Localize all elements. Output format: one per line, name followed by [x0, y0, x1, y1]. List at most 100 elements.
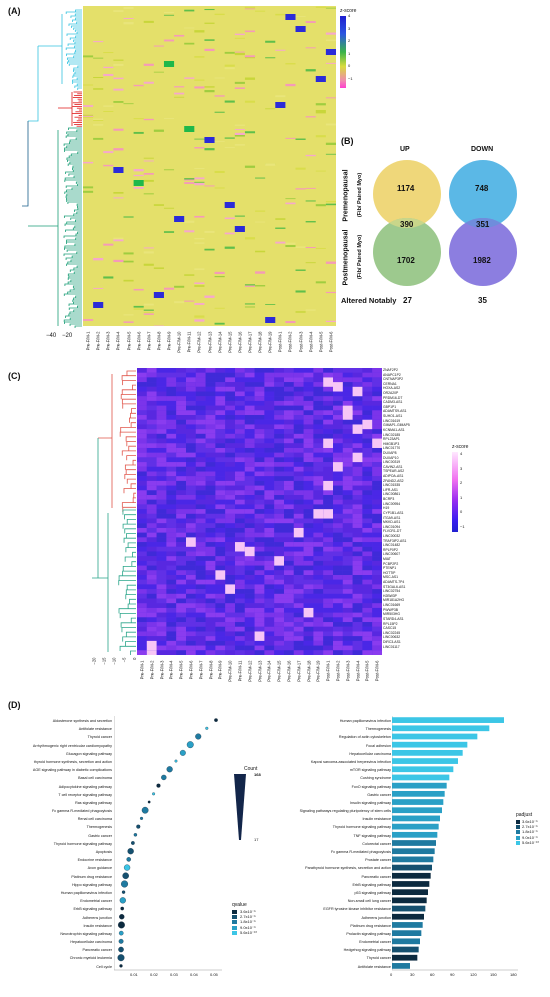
- heatmap-c-cell: [372, 575, 382, 580]
- heatmap-c-cell: [254, 419, 265, 425]
- heatmap-c-cell: [186, 466, 196, 472]
- heatmap-c-cell: [244, 405, 255, 411]
- heatmap-c-cell: [166, 556, 177, 561]
- heatmap-c-cell: [293, 612, 304, 618]
- heatmap-c-cell: [215, 391, 226, 397]
- heatmap-c-cell: [254, 433, 265, 439]
- heatmap-a-cell: [295, 167, 306, 170]
- heatmap-c-cell: [195, 382, 206, 387]
- heatmap-c-cell: [274, 584, 284, 590]
- heatmap-c-cell: [264, 457, 275, 463]
- heatmap-c-cell: [333, 415, 343, 420]
- heatmap-c-cell: [205, 598, 216, 604]
- heatmap-c-cell: [274, 405, 284, 411]
- heatmap-c-cell: [303, 565, 314, 571]
- dendrogram-c-branch: [126, 441, 136, 447]
- heatmap-c-cell: [146, 570, 157, 576]
- heatmap-c-cell: [235, 396, 245, 401]
- heatmap-c-cell: [205, 424, 216, 430]
- heatmap-c-cell: [235, 490, 245, 496]
- heatmap-c-cell: [146, 429, 157, 434]
- heatmap-c-cell: [146, 466, 157, 472]
- dendrogram-c-branch: [121, 450, 136, 456]
- heatmap-c-cell: [274, 480, 284, 486]
- heatmap-c-cell: [225, 499, 235, 505]
- heatmap-c-cell: [186, 636, 196, 641]
- heatmap-c-cell: [195, 650, 206, 655]
- heatmap-c-cell: [156, 532, 167, 538]
- heatmap-c-cell: [146, 447, 157, 453]
- heatmap-c-cell: [195, 532, 206, 538]
- heatmap-c-cell: [244, 391, 255, 397]
- heatmap-c-cell: [156, 410, 167, 416]
- heatmap-c-cell: [156, 636, 167, 641]
- gene-label: TRAF3IP2-AS1: [383, 538, 407, 543]
- heatmap-c-cell: [137, 429, 147, 434]
- panel-c-xtick: −15: [101, 657, 107, 665]
- heatmap-c-cell: [313, 612, 324, 618]
- heatmap-c-cell: [264, 499, 275, 505]
- heatmap-c-cell: [264, 424, 275, 430]
- heatmap-a-cell: [143, 251, 154, 254]
- heatmap-c-cell: [166, 622, 177, 627]
- heatmap-c-cell: [352, 400, 363, 406]
- heatmap-c-cell: [284, 452, 294, 458]
- heatmap-c-cell: [137, 622, 147, 627]
- heatmap-a-cell: [93, 41, 104, 43]
- heatmap-a-hot-cell: [113, 167, 124, 173]
- dendrogram-c-branch: [121, 398, 136, 404]
- heatmap-c-cell: [323, 622, 333, 627]
- heatmap-c-cell: [284, 499, 294, 505]
- heatmap-c-cell: [146, 471, 157, 477]
- heatmap-c-cell: [333, 584, 343, 590]
- heatmap-a-cell: [123, 6, 134, 10]
- heatmap-c-cell: [323, 537, 333, 543]
- heatmap-a-cell: [93, 137, 104, 140]
- column-label: Pre-F/M-5: [178, 660, 184, 680]
- heatmap-c-cell: [137, 640, 147, 646]
- heatmap-c-cell: [205, 527, 216, 533]
- heatmap-a-cell: [83, 114, 94, 117]
- heatmap-c-cell: [146, 419, 157, 425]
- heatmap-c-cell: [362, 415, 373, 420]
- bar: [392, 831, 438, 838]
- heatmap-c-cell: [215, 631, 226, 637]
- heatmap-c-cell: [186, 565, 196, 571]
- heatmap-c-cell: [313, 372, 324, 378]
- heatmap-c-cell: [293, 452, 304, 458]
- heatmap-c-cell: [342, 419, 353, 425]
- heatmap-a-cell: [285, 202, 296, 205]
- heatmap-c-cell: [205, 537, 216, 543]
- panel-a-column-labels: Pre-F/M-1 Pre-F/M-2 Pre-F/M-3 Pre-F/M-4 Pre-…: [83, 327, 336, 357]
- heatmap-c-cell: [293, 640, 304, 646]
- heatmap-c-cell: [156, 542, 167, 547]
- gene-label: LINC00632: [383, 635, 401, 640]
- heatmap-c-cell: [372, 509, 382, 514]
- heatmap-a-cell: [244, 8, 256, 10]
- heatmap-c-cell: [254, 518, 265, 524]
- dot-point: [118, 921, 125, 929]
- qvalue-text: 3.6x10⁻⁵: [240, 909, 256, 914]
- heatmap-c-cell: [362, 396, 373, 401]
- venn-row2-sub: (Fib/ Paired Myo): [357, 234, 363, 280]
- heatmap-c-cell: [372, 589, 382, 594]
- heatmap-c-cell: [313, 584, 324, 590]
- heatmap-c-hot-cell: [146, 650, 157, 655]
- heatmap-c-cell: [342, 504, 353, 510]
- heatmap-c-cell: [362, 513, 373, 519]
- heatmap-c-cell: [186, 499, 196, 505]
- heatmap-c-cell: [254, 476, 265, 481]
- heatmap-c-cell: [264, 462, 275, 467]
- heatmap-c-cell: [195, 499, 206, 505]
- heatmap-c-cell: [244, 579, 255, 585]
- heatmap-c-cell: [244, 645, 255, 651]
- heatmap-c-cell: [352, 372, 363, 378]
- pathway-label: Prostate cancer: [365, 858, 391, 863]
- heatmap-c-cell: [195, 589, 206, 594]
- heatmap-c-cell: [323, 452, 333, 458]
- heatmap-c-cell: [264, 556, 275, 561]
- heatmap-a-cell: [123, 103, 134, 105]
- heatmap-c-cell: [313, 447, 324, 453]
- heatmap-c-cell: [264, 527, 275, 533]
- heatmap-c-cell: [156, 499, 167, 505]
